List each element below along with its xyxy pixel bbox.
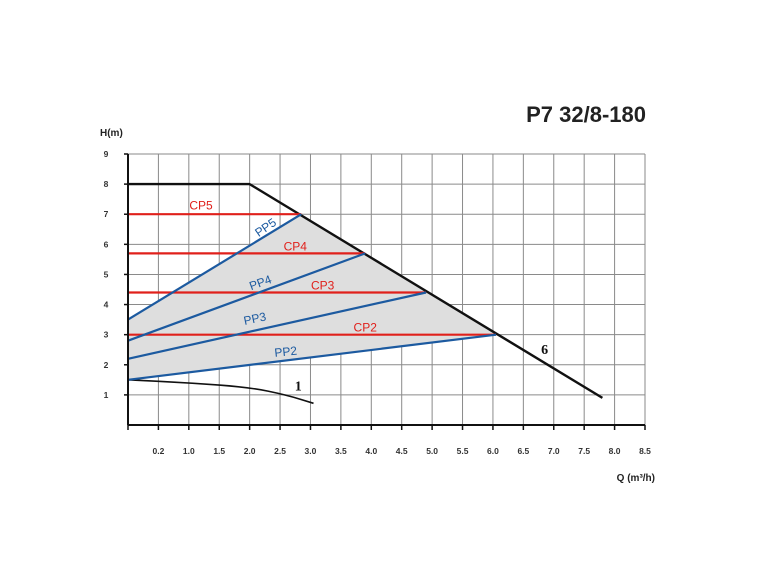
x-tick-label: 3.0: [305, 446, 317, 456]
y-tick-label: 4: [104, 300, 109, 310]
x-axis-label: Q (m³/h): [617, 473, 655, 484]
x-tick-label: 6.0: [487, 446, 499, 456]
x-tick-label: 6.5: [517, 446, 529, 456]
x-tick-label: 4.0: [365, 446, 377, 456]
x-tick-label: 7.0: [548, 446, 560, 456]
x-tick-label: 2.5: [274, 446, 286, 456]
y-tick-label: 6: [104, 239, 109, 249]
x-tick-label: 3.5: [335, 446, 347, 456]
x-tick-label: 2.0: [244, 446, 256, 456]
series-line-pp2: [127, 333, 497, 381]
series-group: [127, 182, 604, 405]
tick-labels: 1 2 3 4 5 6 7 8 9 0.2 1.0 1.5 2.0 2.5 3.0 3.5 4.0 4.5 5.0 5…: [104, 149, 652, 456]
axes: [124, 153, 646, 430]
chart-title: P7 32/8-180: [526, 102, 646, 127]
x-tick-label: 5.5: [457, 446, 469, 456]
y-axis-label: H(m): [100, 128, 123, 139]
grid: [128, 153, 646, 425]
x-tick-label: 4.5: [396, 446, 408, 456]
curve-label-cp4: CP4: [284, 239, 308, 253]
series-line-1: [127, 379, 314, 405]
curve-label-pp3: PP3: [242, 309, 267, 327]
curve-label-1: 1: [295, 379, 302, 394]
y-tick-label: 8: [104, 179, 109, 189]
y-tick-label: 9: [104, 149, 109, 159]
x-tick-label: 8.5: [639, 446, 651, 456]
y-tick-label: 5: [104, 269, 109, 279]
series-line-pp4: [127, 252, 366, 342]
operating-region: [128, 214, 496, 380]
x-tick-label: 1.5: [213, 446, 225, 456]
series-line-pp5: [127, 213, 302, 321]
y-tick-label: 1: [104, 390, 109, 400]
x-tick-label: 8.0: [609, 446, 621, 456]
y-tick-label: 3: [104, 330, 109, 340]
shaded-region: [128, 214, 496, 380]
series-line-6: [128, 182, 604, 399]
x-tick-label: 1.0: [183, 446, 195, 456]
y-tick-label: 2: [104, 360, 109, 370]
curve-label-6: 6: [541, 343, 548, 358]
curve-label-cp3: CP3: [311, 279, 335, 293]
x-tick-label: 7.5: [578, 446, 590, 456]
curve-label-cp2: CP2: [354, 321, 378, 335]
curve-label-pp2: PP2: [274, 344, 298, 360]
x-tick-label: 5.0: [426, 446, 438, 456]
x-tick-label: 0.2: [152, 446, 164, 456]
curve-label-cp5: CP5: [189, 199, 213, 213]
series-line-pp3: [127, 291, 427, 360]
y-tick-label: 7: [104, 209, 109, 219]
